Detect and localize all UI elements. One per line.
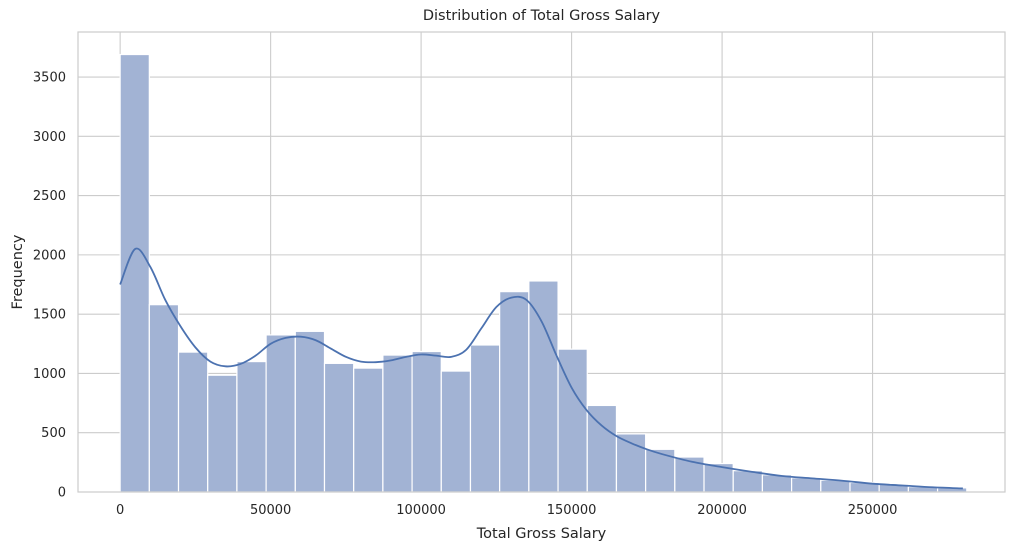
chart-title: Distribution of Total Gross Salary xyxy=(423,8,661,24)
histogram-bar xyxy=(294,330,326,493)
histogram-bar xyxy=(207,374,238,493)
y-tick-label: 3500 xyxy=(33,71,66,86)
histogram-bar xyxy=(236,360,267,493)
x-tick-labels: 0 50000 100000 150000 200000 250000 xyxy=(116,503,897,518)
histogram-bar xyxy=(411,350,442,493)
kde-line xyxy=(119,247,963,490)
x-tick-label: 0 xyxy=(116,503,124,518)
x-tick-label: 250000 xyxy=(848,503,898,518)
x-axis-label: Total Gross Salary xyxy=(476,526,607,542)
y-tick-label: 2000 xyxy=(33,248,66,263)
histogram-bar xyxy=(323,362,355,493)
y-tick-label: 1500 xyxy=(33,308,66,323)
histogram-bar xyxy=(586,404,618,493)
histogram-bar xyxy=(528,280,559,493)
y-axis-label: Frequency xyxy=(10,234,26,309)
y-tick-label: 0 xyxy=(58,486,66,501)
grid-lines xyxy=(78,32,1005,493)
x-tick-label: 100000 xyxy=(396,503,446,518)
axes-border xyxy=(77,31,1006,493)
histogram-bar xyxy=(499,291,530,493)
y-tick-label: 2500 xyxy=(33,189,66,204)
y-tick-label: 500 xyxy=(41,426,66,441)
x-tick-label: 200000 xyxy=(697,503,747,518)
histogram-bar xyxy=(382,354,413,493)
histogram-bar xyxy=(469,344,501,493)
histogram-bar xyxy=(177,351,209,493)
histogram-bars xyxy=(119,53,968,493)
axes-frame xyxy=(77,31,1006,493)
x-tick-label: 50000 xyxy=(250,503,291,518)
kde-curve-group xyxy=(119,247,963,490)
y-tick-label: 1000 xyxy=(33,367,66,382)
histogram-bar xyxy=(674,456,705,493)
histogram-bar xyxy=(791,477,822,493)
histogram-bar xyxy=(440,370,472,493)
x-tick-label: 150000 xyxy=(547,503,597,518)
y-tick-label: 3000 xyxy=(33,130,66,145)
histogram-bar xyxy=(732,470,764,493)
y-tick-labels: 0 500 1000 1500 2000 2500 3000 3500 xyxy=(33,71,66,501)
histogram-bar xyxy=(265,334,296,493)
histogram-bar xyxy=(353,367,384,493)
histogram-bar xyxy=(761,474,793,493)
histogram-bar xyxy=(148,304,180,493)
